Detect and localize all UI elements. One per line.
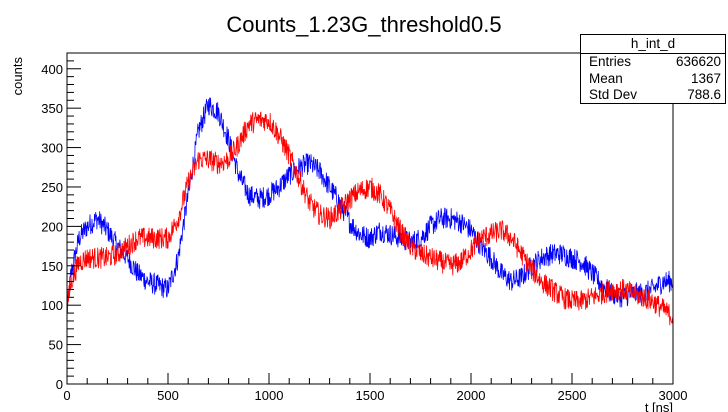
- axes: 0 500 1000 1500 2000 2500 3000 0 50 100 150 200 250 3…: [41, 52, 688, 403]
- x-tick-label: 3000: [659, 388, 688, 403]
- y-tick-label: 150: [41, 259, 63, 274]
- stats-value: 636620: [675, 54, 721, 69]
- x-axis-label: t [ns]: [645, 400, 673, 412]
- y-tick-label: 200: [41, 219, 63, 234]
- x-tick-label: 2000: [457, 388, 486, 403]
- y-tick-label: 350: [41, 101, 63, 116]
- stats-label: Entries: [589, 54, 632, 69]
- y-tick-label: 400: [41, 62, 63, 77]
- x-tick-label: 1500: [356, 388, 385, 403]
- stats-row-entries: Entries 636620: [581, 54, 725, 71]
- y-tick-label: 250: [41, 180, 63, 195]
- x-tick-label: 2500: [558, 388, 587, 403]
- x-tick-label: 500: [157, 388, 179, 403]
- stats-box: h_int_d Entries 636620 Mean 1367 Std Dev…: [580, 34, 726, 104]
- stats-label: Std Dev: [589, 87, 638, 102]
- series-line-2: [66, 111, 674, 326]
- stats-value: 1367: [690, 70, 721, 86]
- y-tick-label: 300: [41, 141, 63, 156]
- y-tick-label: 50: [49, 338, 63, 353]
- stats-row-mean: Mean 1367: [581, 71, 725, 88]
- y-tick-label: 100: [41, 298, 63, 313]
- series-layer: [66, 97, 674, 326]
- x-tick-label: 1000: [255, 388, 284, 403]
- stats-value: 788.6: [687, 87, 721, 102]
- series-line-1: [66, 97, 674, 314]
- chart-title: Counts_1.23G_threshold0.5: [226, 12, 502, 37]
- stats-box-title: h_int_d: [581, 35, 725, 54]
- y-tick-label: 0: [56, 377, 63, 392]
- stats-row-std-dev: Std Dev 788.6: [581, 87, 725, 104]
- stats-label: Mean: [589, 70, 623, 86]
- x-tick-label: 0: [63, 388, 70, 403]
- y-axis-label: counts: [10, 57, 25, 96]
